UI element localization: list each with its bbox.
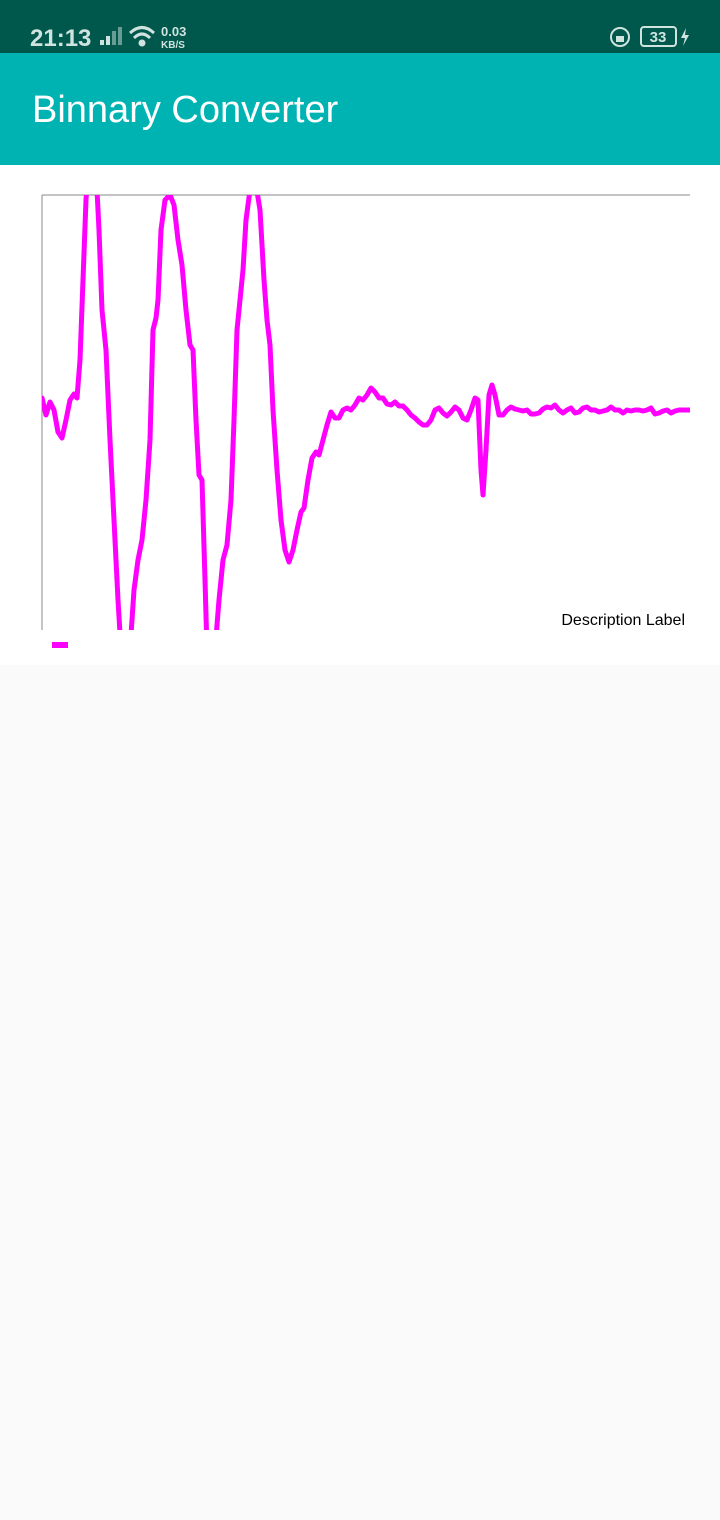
speed-unit: KB/S <box>161 40 185 51</box>
time: 21:13 <box>30 25 91 52</box>
wifi-icon <box>128 26 156 47</box>
signal-icon <box>100 27 122 45</box>
chart: Description Label <box>41 194 690 648</box>
app-title: Binnary Converter <box>32 89 339 131</box>
data-line <box>42 195 690 630</box>
chart-container: Description Label <box>0 165 720 665</box>
battery-icon <box>640 26 677 47</box>
legend-swatch <box>52 642 68 648</box>
battery-level: 33 <box>650 29 667 46</box>
description-label: Description Label <box>561 612 685 629</box>
status-icons: 21:13 0.03 KB/S 33 <box>30 24 689 52</box>
status-bar: 21:13 0.03 KB/S 33 <box>0 0 720 53</box>
rotation-lock-icon <box>610 27 630 47</box>
speed: 0.03 <box>161 24 186 39</box>
charging-icon <box>681 28 689 46</box>
plot <box>42 195 690 630</box>
app-bar: Binnary Converter <box>0 53 720 165</box>
